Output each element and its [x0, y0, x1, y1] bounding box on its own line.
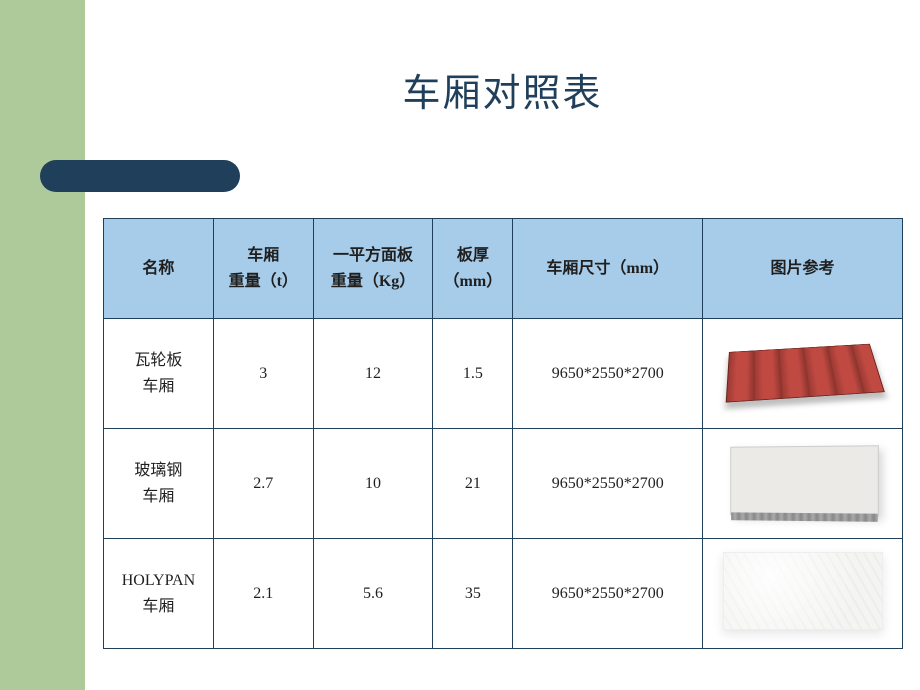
col-header-weight: 车厢重量（t）: [213, 219, 313, 319]
col-header-size: 车厢尺寸（mm）: [513, 219, 703, 319]
corrugated-panel-icon: [728, 336, 878, 406]
cell-size: 9650*2550*2700: [513, 319, 703, 429]
left-accent-band: [0, 0, 85, 690]
col-header-img: 图片参考: [703, 219, 903, 319]
cell-weight: 3: [213, 319, 313, 429]
cell-panel: 10: [313, 429, 433, 539]
cell-thick: 35: [433, 539, 513, 649]
honeycomb-panel-icon: [723, 552, 883, 630]
cell-image: [703, 429, 903, 539]
flat-panel-icon: [728, 446, 878, 516]
cell-size: 9650*2550*2700: [513, 539, 703, 649]
decorative-pill: [40, 160, 240, 192]
cell-size: 9650*2550*2700: [513, 429, 703, 539]
table-row: 瓦轮板车厢 3 12 1.5 9650*2550*2700: [104, 319, 903, 429]
cell-name: 玻璃钢车厢: [104, 429, 214, 539]
cell-name: 瓦轮板车厢: [104, 319, 214, 429]
col-header-thick: 板厚（mm）: [433, 219, 513, 319]
col-header-panel: 一平方面板重量（Kg）: [313, 219, 433, 319]
table-row: 玻璃钢车厢 2.7 10 21 9650*2550*2700: [104, 429, 903, 539]
cell-image: [703, 319, 903, 429]
cell-name: HOLYPAN车厢: [104, 539, 214, 649]
cell-thick: 21: [433, 429, 513, 539]
comparison-table: 名称 车厢重量（t） 一平方面板重量（Kg） 板厚（mm） 车厢尺寸（mm） 图…: [103, 218, 903, 649]
cell-panel: 5.6: [313, 539, 433, 649]
col-header-name: 名称: [104, 219, 214, 319]
comparison-table-wrap: 名称 车厢重量（t） 一平方面板重量（Kg） 板厚（mm） 车厢尺寸（mm） 图…: [103, 218, 903, 649]
cell-panel: 12: [313, 319, 433, 429]
cell-image: [703, 539, 903, 649]
slide-content: 车厢对照表 名称 车厢重量（t） 一平方面板重量（Kg） 板厚（mm） 车厢尺寸…: [85, 0, 920, 690]
table-row: HOLYPAN车厢 2.1 5.6 35 9650*2550*2700: [104, 539, 903, 649]
table-header-row: 名称 车厢重量（t） 一平方面板重量（Kg） 板厚（mm） 车厢尺寸（mm） 图…: [104, 219, 903, 319]
cell-thick: 1.5: [433, 319, 513, 429]
cell-weight: 2.1: [213, 539, 313, 649]
cell-weight: 2.7: [213, 429, 313, 539]
page-title: 车厢对照表: [85, 62, 920, 117]
